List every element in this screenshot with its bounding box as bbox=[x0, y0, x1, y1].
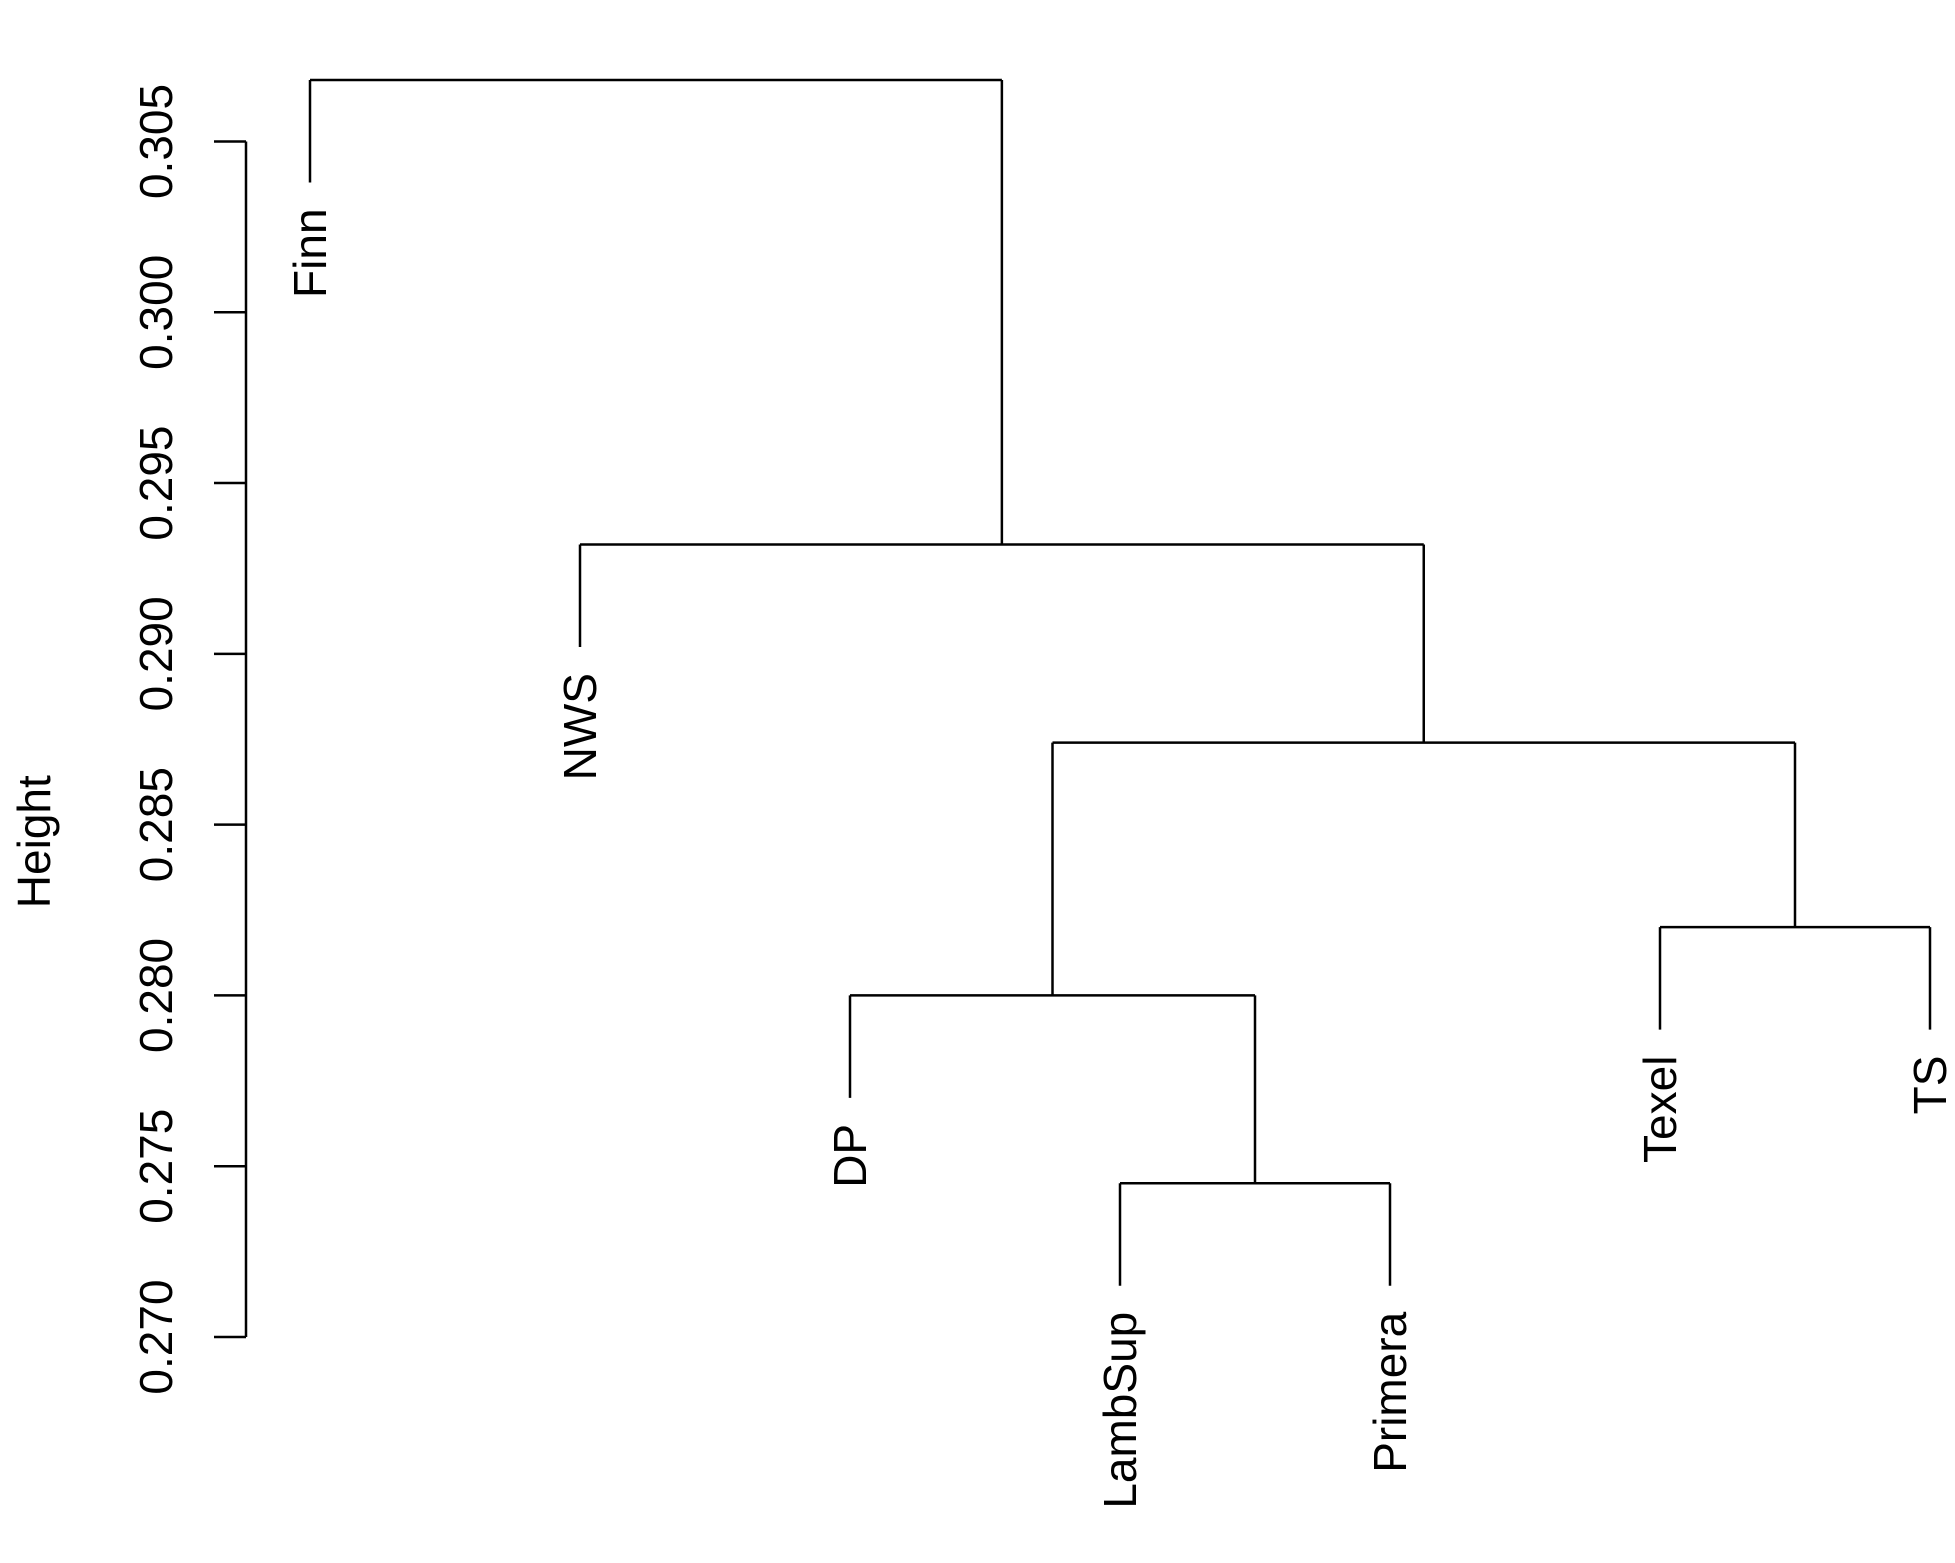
y-tick-label: 0.270 bbox=[130, 1279, 182, 1394]
y-tick-label: 0.295 bbox=[130, 425, 182, 540]
leaf-label-primera: Primera bbox=[1364, 1311, 1416, 1472]
dendrogram-tree bbox=[308, 78, 1932, 1286]
y-tick-label: 0.280 bbox=[130, 938, 182, 1053]
y-tick-label: 0.285 bbox=[130, 767, 182, 882]
y-tick-label: 0.300 bbox=[130, 255, 182, 370]
y-tick-label: 0.275 bbox=[130, 1109, 182, 1224]
y-axis-label: Height bbox=[8, 775, 60, 908]
leaf-label-nws: NWS bbox=[554, 673, 606, 780]
leaf-label-finn: Finn bbox=[284, 208, 336, 297]
leaf-label-texel: Texel bbox=[1634, 1056, 1686, 1163]
y-tick-label: 0.305 bbox=[130, 84, 182, 199]
leaf-label-lambsup: LambSup bbox=[1094, 1312, 1146, 1509]
y-tick-label: 0.290 bbox=[130, 596, 182, 711]
leaf-label-dp: DP bbox=[824, 1124, 876, 1188]
y-axis-ticks: 0.270 0.275 0.280 0.285 0.290 0.295 0.300 0.305 bbox=[130, 84, 246, 1395]
leaf-labels: Finn NWS DP LambSup Primera Texel TS bbox=[284, 208, 1955, 1508]
leaf-label-ts: TS bbox=[1904, 1056, 1955, 1115]
